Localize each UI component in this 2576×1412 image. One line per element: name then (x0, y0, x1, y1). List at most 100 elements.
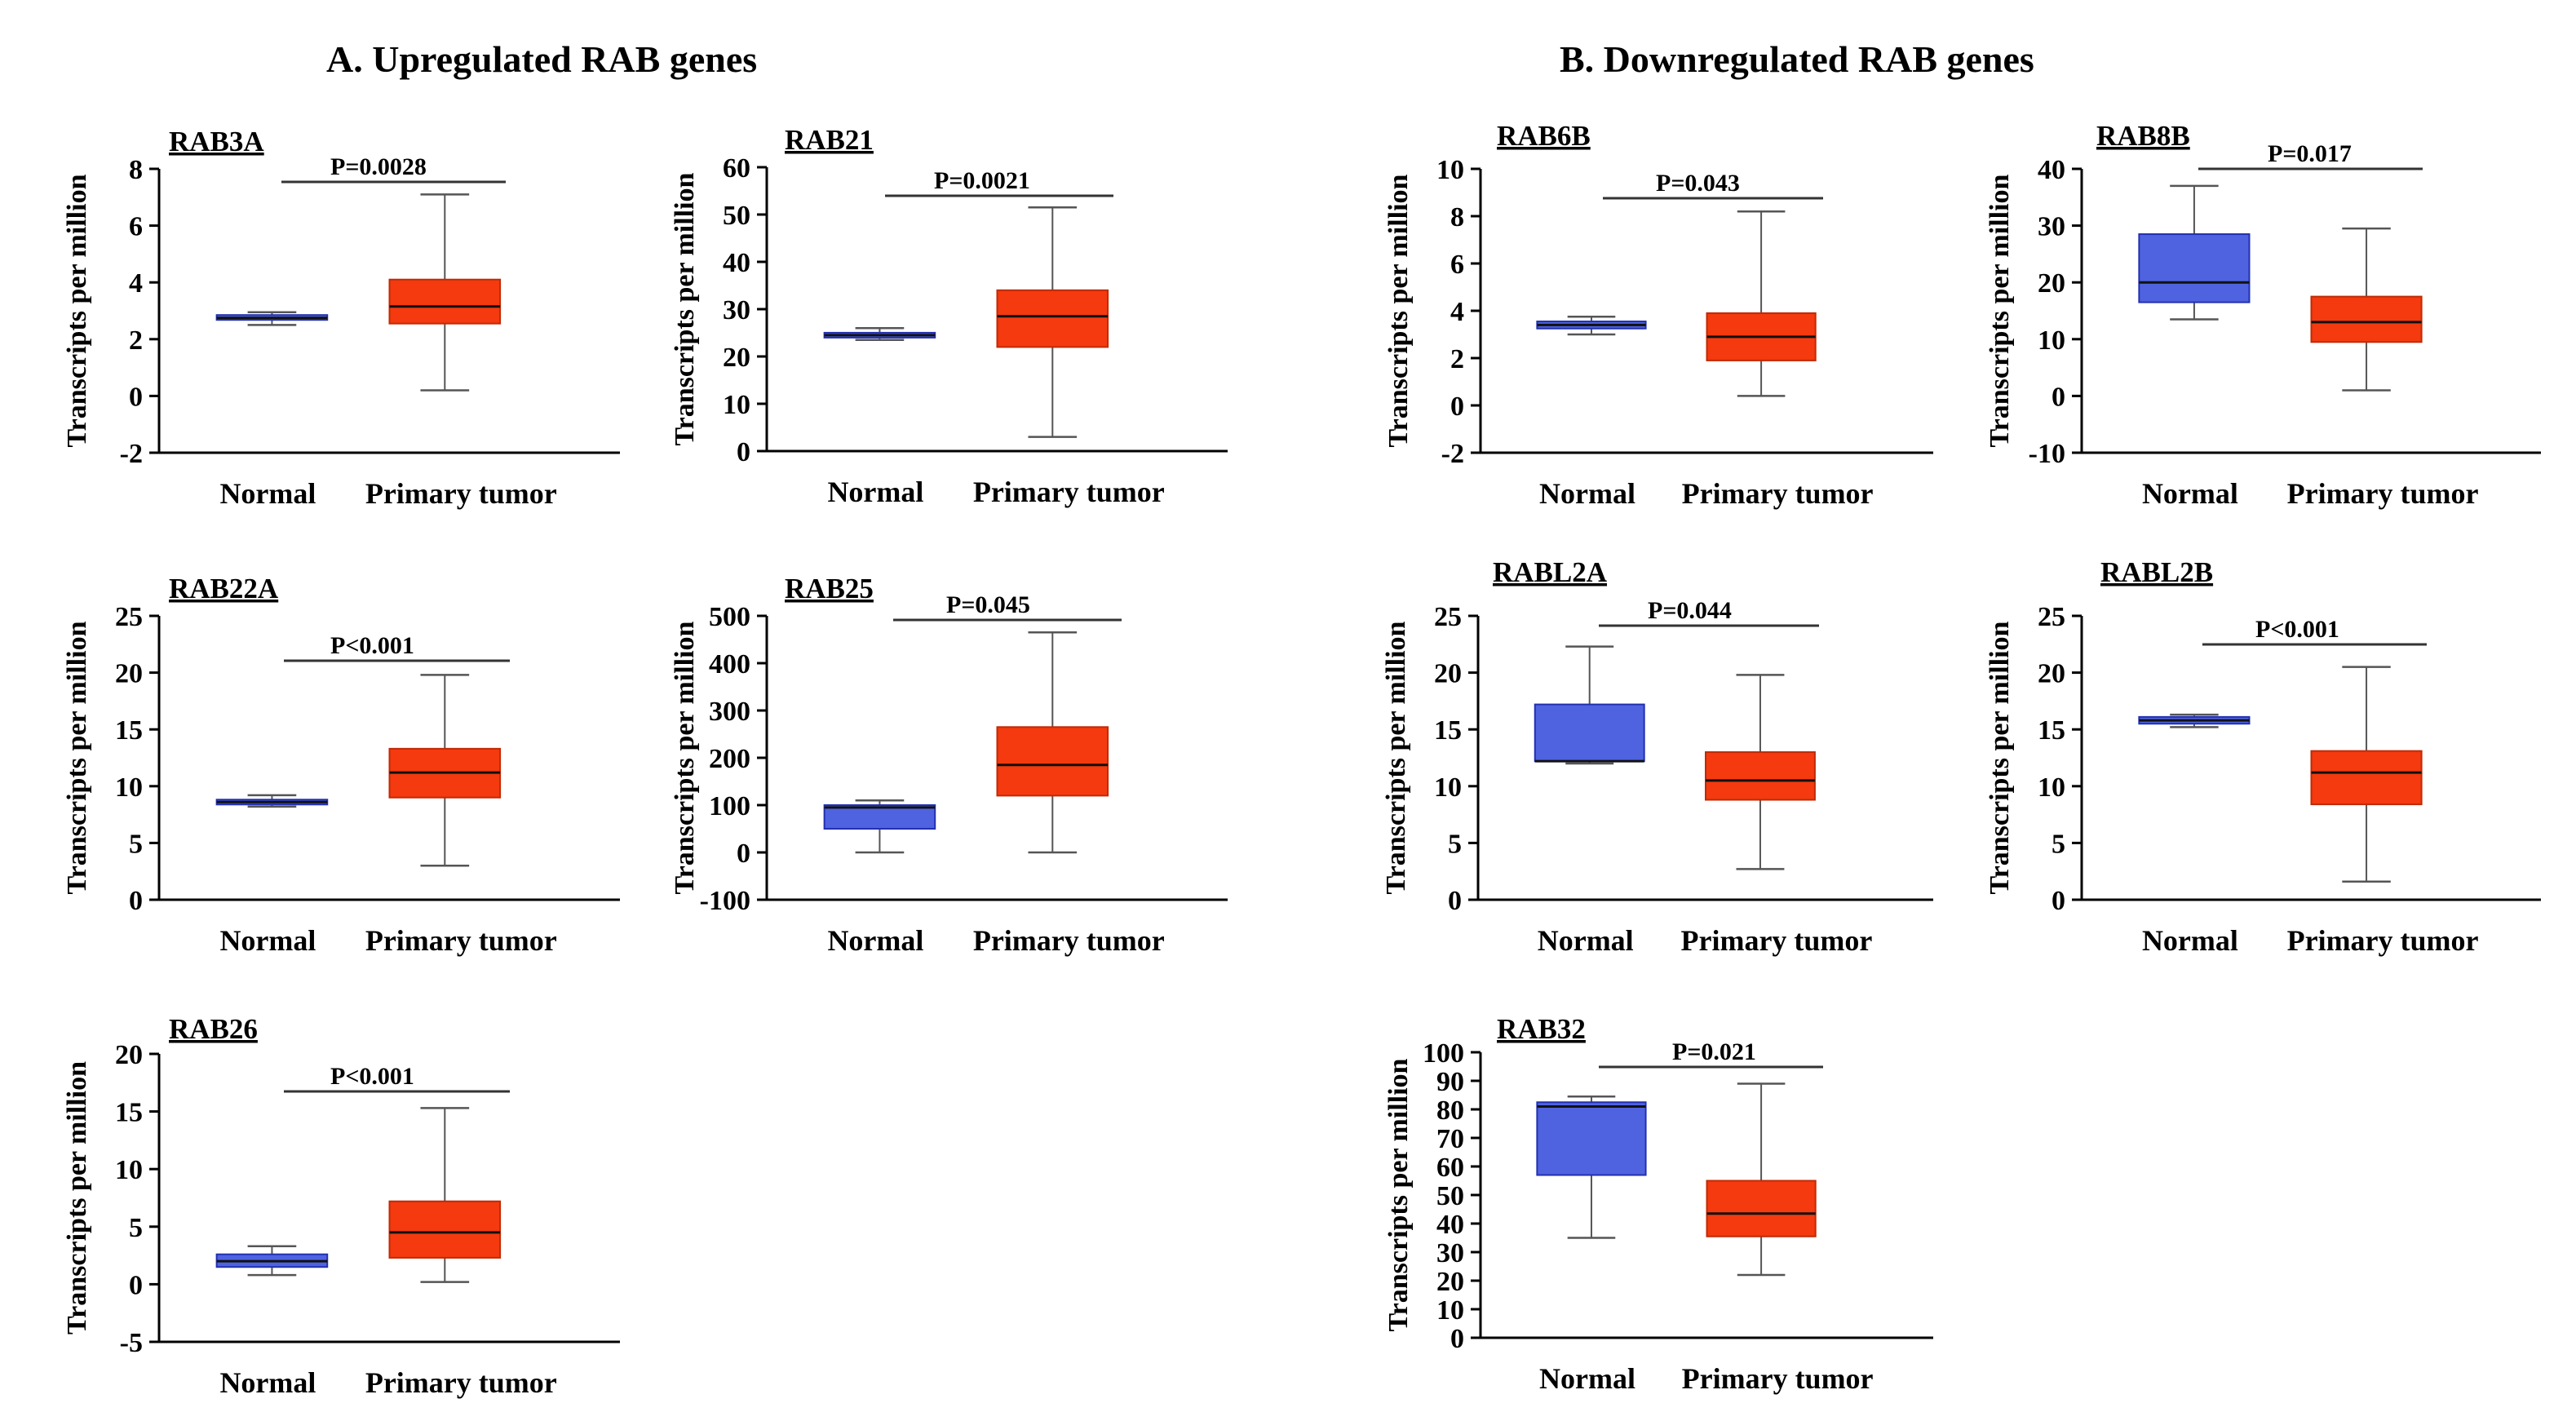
y-tick-label: 4 (1450, 297, 1464, 327)
y-axis-label: Transcripts per million (1383, 174, 1414, 447)
y-tick-label: 10 (1436, 1295, 1464, 1326)
tumor-box (2310, 295, 2423, 343)
x-category-label: Primary tumor (365, 477, 557, 510)
x-category-label: Primary tumor (973, 476, 1165, 508)
y-tick-label: 30 (723, 295, 750, 325)
tumor-box (388, 278, 502, 325)
chart-rab32: RAB32 Transcripts per million 010203040506… (1383, 1013, 1933, 1395)
x-category-label: Primary tumor (2287, 477, 2479, 510)
y-tick-label: 2 (129, 325, 143, 356)
normal-box (823, 804, 936, 830)
y-tick-label: 300 (709, 697, 750, 727)
y-tick-label: 0 (2052, 886, 2065, 916)
y-tick-label: 15 (2038, 715, 2065, 746)
x-category-label: Normal (219, 1366, 316, 1399)
y-tick-label: 4 (129, 268, 143, 299)
y-tick-label: 20 (2038, 268, 2065, 299)
y-tick-label: 10 (1436, 155, 1464, 185)
y-tick-label: 50 (1436, 1181, 1464, 1211)
chart-panels: RAB3A Transcripts per million -2 0 2 4 6 8 Norma… (62, 120, 2541, 1399)
y-axis-label: Transcripts per million (1381, 621, 1411, 894)
y-axis-label: Transcripts per million (62, 621, 92, 894)
chart-title: RAB3A (169, 126, 264, 157)
pvalue-label: P<0.001 (330, 632, 414, 659)
normal-box (2138, 233, 2251, 303)
y-tick-label: 400 (709, 649, 750, 679)
y-axis-label: Transcripts per million (1383, 1058, 1414, 1331)
y-tick-label: 20 (115, 1040, 143, 1070)
y-tick-label: 8 (129, 155, 143, 185)
pvalue-label: P=0.044 (1648, 597, 1732, 624)
y-axis-label: Transcripts per million (670, 172, 700, 445)
tumor-box (2310, 750, 2423, 806)
y-tick-label: 0 (129, 382, 143, 412)
y-tick-label: 40 (723, 248, 750, 278)
y-tick-label: 10 (2038, 325, 2065, 356)
y-tick-label: 10 (115, 772, 143, 803)
y-tick-label: 15 (115, 715, 143, 746)
x-category-label: Normal (219, 477, 316, 510)
chart-title: RAB26 (169, 1013, 258, 1045)
y-tick-label: 20 (1434, 659, 1462, 689)
normal-box (1536, 1101, 1647, 1176)
y-tick-label: 10 (115, 1155, 143, 1185)
y-tick-label: 25 (1434, 602, 1462, 632)
y-tick-label: 0 (129, 1270, 143, 1300)
y-tick-label: 60 (1436, 1153, 1464, 1183)
chart-rab22a: RAB22A Transcripts per million 0 5 10 15 20 25 N… (62, 573, 620, 957)
chart-rab3a: RAB3A Transcripts per million -2 0 2 4 6 8 Norma… (62, 126, 620, 510)
y-axis-label: Transcripts per million (1985, 621, 2015, 894)
x-category-label: Primary tumor (1680, 924, 1872, 957)
y-tick-label: 5 (1448, 829, 1462, 859)
x-category-label: Normal (1539, 1362, 1635, 1395)
pvalue-label: P=0.045 (946, 591, 1030, 618)
y-tick-label: 90 (1436, 1067, 1464, 1097)
y-tick-label: 20 (115, 659, 143, 689)
x-category-label: Primary tumor (365, 924, 557, 957)
x-category-label: Primary tumor (973, 924, 1165, 957)
tumor-box (1705, 751, 1816, 801)
chart-title: RAB32 (1497, 1013, 1586, 1045)
y-tick-label: 0 (1450, 392, 1464, 422)
y-tick-label: 20 (1436, 1267, 1464, 1297)
pvalue-label: P=0.0028 (330, 153, 427, 180)
y-tick-label: 5 (129, 829, 143, 859)
y-tick-label: 15 (115, 1098, 143, 1128)
x-category-label: Normal (1538, 924, 1634, 957)
y-tick-label: 0 (737, 437, 750, 467)
y-tick-label: 40 (1436, 1210, 1464, 1240)
chart-title: RABL2B (2100, 556, 2213, 588)
y-axis-label: Transcripts per million (62, 1061, 92, 1335)
pvalue-label: P=0.017 (2268, 140, 2352, 167)
x-category-label: Normal (2142, 924, 2238, 957)
y-tick-label: 50 (723, 201, 750, 231)
y-tick-label: -2 (120, 439, 143, 469)
y-axis-label: Transcripts per million (62, 174, 92, 447)
y-tick-label: 70 (1436, 1124, 1464, 1154)
y-tick-label: 6 (129, 212, 143, 242)
pvalue-label: P=0.0021 (934, 167, 1030, 194)
x-category-label: Normal (827, 476, 923, 508)
chart-title: RAB22A (169, 573, 279, 604)
x-category-label: Normal (1539, 477, 1635, 510)
y-tick-label: 0 (1450, 1324, 1464, 1354)
tumor-box (996, 726, 1109, 797)
tumor-box (388, 1200, 502, 1259)
chart-title: RAB8B (2096, 120, 2190, 152)
chart-title: RAB21 (785, 124, 874, 156)
y-tick-label: 0 (737, 839, 750, 869)
x-category-label: Primary tumor (1682, 477, 1874, 510)
y-tick-label: 0 (1448, 886, 1462, 916)
y-tick-label: 20 (2038, 659, 2065, 689)
y-tick-label: 0 (2052, 382, 2065, 412)
y-axis-label: Transcripts per million (1985, 174, 2015, 447)
normal-box (1534, 703, 1645, 763)
y-tick-label: 5 (2052, 829, 2065, 859)
pvalue-label: P<0.001 (330, 1063, 414, 1090)
y-tick-label: 80 (1436, 1096, 1464, 1126)
x-category-label: Primary tumor (365, 1366, 557, 1399)
heading-upregulated: A. Upregulated RAB genes (326, 38, 757, 80)
chart-rab8b: RAB8B Transcripts per million -10 0 10 20 30 40… (1985, 120, 2541, 510)
y-tick-label: -10 (2029, 439, 2065, 469)
chart-rab6b: RAB6B Transcripts per million -2 0 2 4 6 8 10 Nor… (1383, 120, 1933, 510)
